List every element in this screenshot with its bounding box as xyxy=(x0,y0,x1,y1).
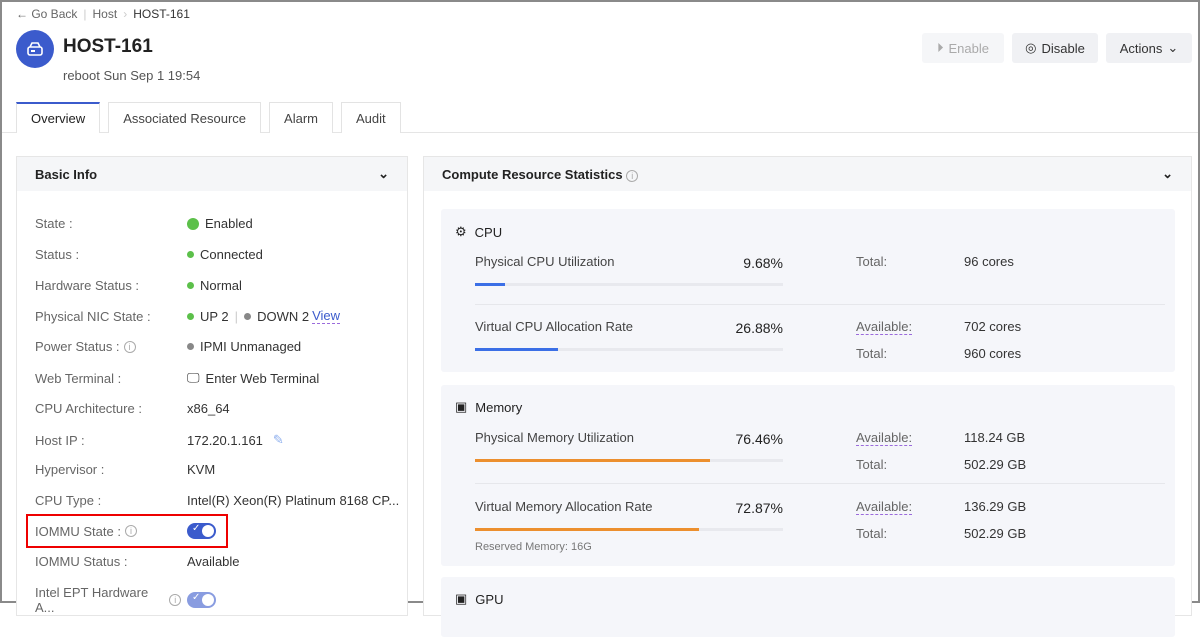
iommu-status-row: IOMMU Status : Available xyxy=(35,554,240,569)
monitor-icon: 🖵 xyxy=(187,370,200,385)
chevron-down-icon: ⌄ xyxy=(1167,40,1179,55)
bar-fill xyxy=(475,283,505,286)
actions-dropdown[interactable]: Actions ⌄ xyxy=(1106,33,1192,63)
metric-value: 76.46% xyxy=(735,431,783,447)
iommu-state-row: IOMMU State : i ✓ xyxy=(35,523,415,539)
info-icon[interactable]: i xyxy=(124,525,137,537)
cpu-arch-row: CPU Architecture : x86_64 xyxy=(35,401,230,416)
breadcrumb-current: HOST-161 xyxy=(133,7,190,21)
web-terminal-row: Web Terminal : 🖵 Enter Web Terminal xyxy=(35,370,320,386)
physical-memory-bar xyxy=(475,459,783,462)
bar-fill xyxy=(475,459,711,462)
metric-value: 9.68% xyxy=(743,255,783,271)
info-icon[interactable]: i xyxy=(626,169,639,182)
status-row: Status : Connected xyxy=(35,247,263,262)
basic-info-panel: Basic Info ⌄ State : Enabled Status : Conne… xyxy=(16,156,408,616)
cpu-icon: ⚙ xyxy=(455,224,467,239)
basic-info-header[interactable]: Basic Info ⌄ xyxy=(17,157,407,191)
info-icon[interactable]: i xyxy=(123,340,136,353)
tab-alarm[interactable]: Alarm xyxy=(269,102,333,133)
nic-state-row: Physical NIC State : UP 2 | DOWN 2 View xyxy=(35,308,341,324)
divider xyxy=(2,132,1198,133)
iommu-state-toggle[interactable]: ✓ xyxy=(187,523,216,539)
metric-value: 26.88% xyxy=(735,320,783,336)
metric-label: Physical CPU Utilization xyxy=(475,254,615,269)
tab-bar: Overview Associated Resource Alarm Audit xyxy=(16,102,401,133)
compute-stats-panel: Compute Resource Statistics i ⌄ ⚙ CPU Phys… xyxy=(423,156,1192,637)
physical-cpu-bar xyxy=(475,283,783,286)
chevron-down-icon[interactable]: ⌄ xyxy=(1162,166,1173,181)
enter-web-terminal-link[interactable]: 🖵 Enter Web Terminal xyxy=(187,370,320,386)
enable-button[interactable]: ⏵ Enable xyxy=(922,33,1004,63)
tab-associated-resource[interactable]: Associated Resource xyxy=(108,102,262,133)
page-title: HOST-161 xyxy=(63,36,153,57)
intel-ept-row: Intel EPT Hardware A... i ✓ xyxy=(35,585,415,615)
status-dot xyxy=(187,282,194,289)
host-ip-row: Host IP :172.20.1.161 ✎ xyxy=(35,432,284,448)
compute-stats-header[interactable]: Compute Resource Statistics i ⌄ xyxy=(424,157,1191,191)
reserved-memory: Reserved Memory: 16G xyxy=(475,541,592,553)
metric-label: Virtual CPU Allocation Rate xyxy=(475,319,634,334)
host-icon xyxy=(16,30,54,68)
memory-card: ▣ Memory Physical Memory Utilization 76.4… xyxy=(441,385,1175,566)
power-status-row: Power Status : i IPMI Unmanaged xyxy=(35,339,302,354)
metric-label: Physical Memory Utilization xyxy=(475,430,634,445)
bar-fill xyxy=(475,348,558,351)
disable-button[interactable]: ◎ Disable xyxy=(1012,33,1098,63)
breadcrumb: ← Go Back | Host › HOST-161 xyxy=(16,7,190,21)
tab-audit[interactable]: Audit xyxy=(340,102,401,133)
hardware-status-row: Hardware Status : Normal xyxy=(35,278,242,293)
divider: | xyxy=(83,7,87,21)
divider xyxy=(475,304,1165,305)
status-dot xyxy=(187,251,194,258)
virtual-cpu-bar xyxy=(475,348,783,351)
edit-icon[interactable]: ✎ xyxy=(272,432,284,447)
play-circle-icon: ⏵ xyxy=(937,40,944,55)
go-back-link[interactable]: ← Go Back xyxy=(16,7,78,21)
state-row: State : Enabled xyxy=(35,216,253,231)
divider xyxy=(475,483,1165,484)
gpu-icon: ▣ xyxy=(455,591,468,606)
page-subtitle: reboot Sun Sep 1 19:54 xyxy=(63,68,201,83)
chevron-down-icon[interactable]: ⌄ xyxy=(378,166,389,181)
highlight-box xyxy=(26,514,228,548)
chevron-right-icon: › xyxy=(123,7,128,21)
stop-circle-icon: ◎ xyxy=(1025,40,1037,55)
enabled-icon xyxy=(187,217,199,230)
cpu-type-row: CPU Type : Intel(R) Xeon(R) Platinum 8168… xyxy=(35,493,400,508)
info-icon[interactable]: i xyxy=(169,594,181,606)
tab-overview[interactable]: Overview xyxy=(16,102,101,133)
memory-icon: ▣ xyxy=(455,399,468,414)
metric-value: 72.87% xyxy=(735,500,783,516)
hypervisor-row: Hypervisor : KVM xyxy=(35,462,216,477)
bar-fill xyxy=(475,528,700,531)
gpu-card: ▣ GPU xyxy=(441,577,1175,637)
cpu-card: ⚙ CPU Physical CPU Utilization 9.68% Tota… xyxy=(441,209,1175,372)
breadcrumb-host[interactable]: Host xyxy=(92,7,118,21)
intel-ept-toggle: ✓ xyxy=(187,592,216,608)
metric-label: Virtual Memory Allocation Rate xyxy=(475,499,653,514)
view-nic-link[interactable]: View xyxy=(312,308,341,324)
virtual-memory-bar xyxy=(475,528,783,531)
